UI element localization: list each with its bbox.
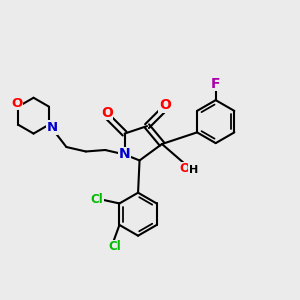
Text: N: N	[119, 148, 130, 161]
Text: F: F	[211, 77, 220, 91]
Text: N: N	[46, 121, 58, 134]
Text: H: H	[189, 165, 198, 175]
Text: Cl: Cl	[91, 194, 103, 206]
Text: O: O	[159, 98, 171, 112]
Text: O: O	[179, 162, 190, 175]
Text: O: O	[11, 97, 22, 110]
Text: Cl: Cl	[109, 240, 121, 253]
Text: O: O	[101, 106, 112, 120]
